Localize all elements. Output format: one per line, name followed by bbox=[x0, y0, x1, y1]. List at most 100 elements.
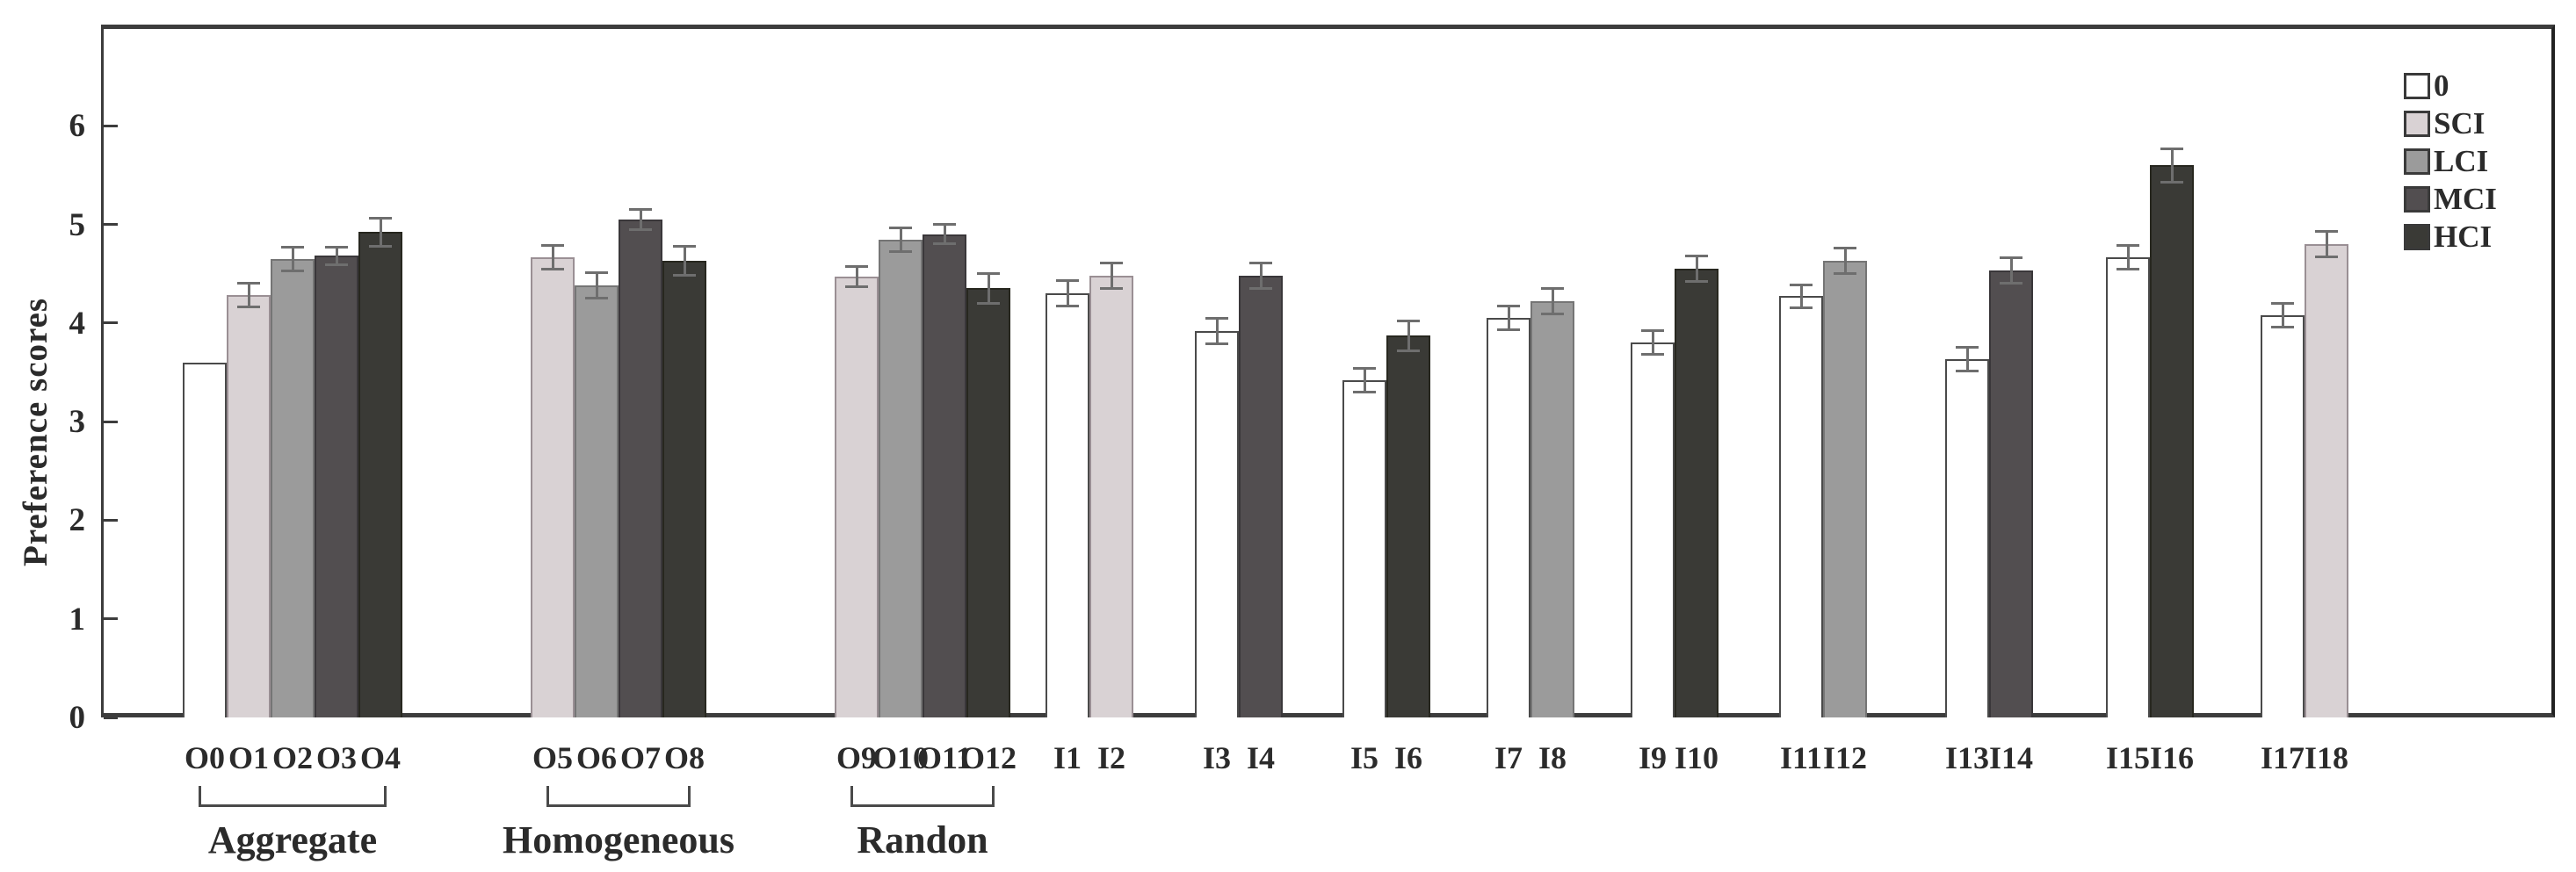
error-bar-cap bbox=[1956, 346, 1979, 350]
error-bar bbox=[291, 247, 294, 271]
error-bar bbox=[1843, 248, 1847, 274]
error-bar-cap bbox=[1834, 272, 1856, 276]
x-tick-label-O7: O7 bbox=[619, 740, 661, 775]
error-bar bbox=[1066, 280, 1069, 306]
x-tick-label-O9: O9 bbox=[836, 740, 877, 775]
error-bar-cap bbox=[845, 285, 868, 288]
error-bar-cap bbox=[2000, 256, 2022, 260]
error-bar-cap bbox=[1685, 254, 1708, 257]
bar-O8 bbox=[662, 261, 706, 717]
error-bar-cap bbox=[1205, 342, 1228, 345]
x-tick-label-O3: O3 bbox=[315, 740, 357, 775]
error-bar-cap bbox=[1956, 370, 1979, 373]
x-tick-label-O8: O8 bbox=[663, 740, 705, 775]
x-tick-label-I17: I17 bbox=[2260, 740, 2305, 775]
error-bar-cap bbox=[1834, 246, 1856, 249]
bar-I3 bbox=[1195, 330, 1239, 717]
x-tick-label-I16: I16 bbox=[2149, 740, 2194, 775]
legend-item-SCI: SCI bbox=[2404, 104, 2497, 142]
error-bar-cap bbox=[629, 227, 652, 231]
x-tick-label-I3: I3 bbox=[1202, 740, 1231, 775]
error-bar-cap bbox=[1397, 349, 1420, 352]
error-bar-cap bbox=[1497, 305, 1520, 308]
error-bar-cap bbox=[2117, 267, 2139, 270]
error-bar-cap bbox=[1541, 286, 1564, 290]
error-bar-cap bbox=[1353, 390, 1376, 393]
error-bar bbox=[1507, 306, 1510, 330]
bar-I7 bbox=[1487, 318, 1530, 717]
x-tick-label-O5: O5 bbox=[532, 740, 573, 775]
bar-O0 bbox=[183, 362, 227, 717]
group-caption: Homogeneous bbox=[503, 818, 734, 861]
error-bar-cap bbox=[2271, 325, 2294, 328]
legend-label: SCI bbox=[2434, 106, 2486, 141]
legend-swatch-SCI bbox=[2404, 110, 2430, 137]
legend-label: HCI bbox=[2434, 220, 2493, 254]
error-bar-cap bbox=[673, 274, 696, 277]
bar-O9 bbox=[835, 277, 879, 717]
error-bar bbox=[1965, 347, 1969, 371]
x-tick-label-I10: I10 bbox=[1674, 740, 1719, 775]
x-tick-label-I18: I18 bbox=[2304, 740, 2348, 775]
bar-I10 bbox=[1675, 269, 1719, 717]
bar-I9 bbox=[1631, 342, 1675, 717]
x-tick-label-I11: I11 bbox=[1779, 740, 1823, 775]
error-bar bbox=[2009, 257, 2013, 284]
bar-I5 bbox=[1342, 379, 1386, 717]
y-axis-tick-label: 4 bbox=[69, 305, 86, 342]
bar-I16 bbox=[2150, 165, 2194, 717]
bar-O4 bbox=[358, 232, 402, 717]
bar-O12 bbox=[966, 288, 1010, 717]
x-tick-label-I15: I15 bbox=[2105, 740, 2150, 775]
error-bar-cap bbox=[1641, 353, 1664, 357]
error-bar bbox=[247, 283, 250, 307]
error-bar bbox=[335, 247, 338, 265]
error-bar bbox=[2281, 303, 2284, 328]
error-bar-cap bbox=[1541, 313, 1564, 316]
error-bar-cap bbox=[2000, 282, 2022, 285]
group-brace bbox=[199, 786, 387, 807]
error-bar-cap bbox=[325, 263, 348, 267]
group-caption: Randon bbox=[857, 818, 988, 861]
error-bar-cap bbox=[585, 297, 608, 300]
x-tick-label-I5: I5 bbox=[1350, 740, 1378, 775]
error-bar-cap bbox=[2315, 256, 2338, 259]
legend-item-0: 0 bbox=[2404, 67, 2497, 104]
y-axis-tick bbox=[104, 124, 118, 127]
error-bar-cap bbox=[845, 265, 868, 269]
error-bar-cap bbox=[1249, 261, 1272, 264]
error-bar bbox=[551, 245, 554, 270]
error-bar-cap bbox=[369, 244, 392, 248]
x-tick-label-O11: O11 bbox=[916, 740, 972, 775]
legend-label: MCI bbox=[2434, 182, 2497, 216]
error-bar bbox=[899, 227, 902, 252]
legend-label: LCI bbox=[2434, 144, 2489, 178]
error-bar-cap bbox=[237, 306, 260, 309]
bar-O3 bbox=[315, 256, 358, 717]
x-tick-label-I14: I14 bbox=[1988, 740, 2033, 775]
legend-item-LCI: LCI bbox=[2404, 142, 2497, 180]
error-bar-cap bbox=[2160, 180, 2183, 184]
bar-I1 bbox=[1046, 293, 1089, 717]
error-bar-cap bbox=[585, 271, 608, 275]
error-bar-cap bbox=[1685, 280, 1708, 284]
y-axis-tick bbox=[104, 321, 118, 325]
x-tick-label-I9: I9 bbox=[1638, 740, 1667, 775]
error-bar-cap bbox=[1205, 316, 1228, 320]
bar-O5 bbox=[531, 256, 575, 717]
bar-O1 bbox=[227, 295, 271, 717]
error-bar-cap bbox=[2160, 147, 2183, 150]
bar-O11 bbox=[923, 234, 966, 717]
x-tick-label-I7: I7 bbox=[1494, 740, 1523, 775]
error-bar bbox=[639, 209, 642, 230]
error-bar-cap bbox=[2117, 243, 2139, 247]
y-axis-tick-label: 1 bbox=[69, 601, 86, 638]
error-bar-cap bbox=[1249, 286, 1272, 290]
bar-I12 bbox=[1823, 261, 1867, 717]
error-bar bbox=[2325, 231, 2328, 257]
bar-I14 bbox=[1989, 270, 2033, 717]
y-axis-tick bbox=[104, 223, 118, 226]
error-bar-cap bbox=[889, 227, 912, 230]
x-tick-label-O10: O10 bbox=[872, 740, 929, 775]
